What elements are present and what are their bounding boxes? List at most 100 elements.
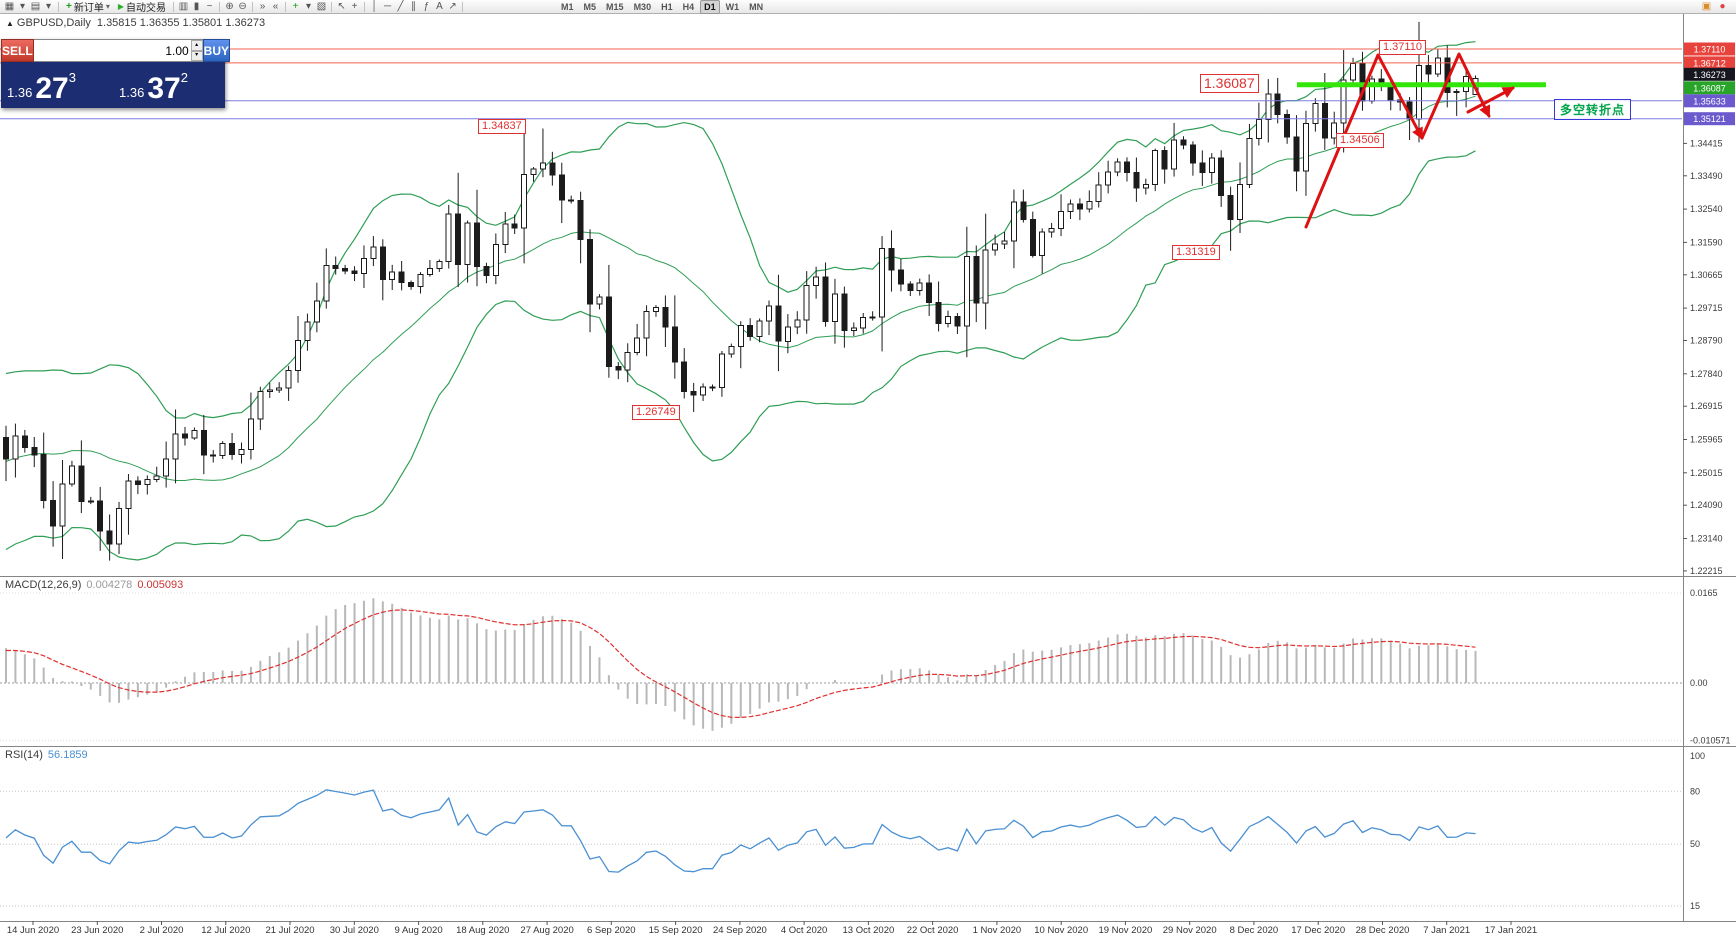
arrows-icon[interactable]: ↗ <box>448 0 457 12</box>
profiles-icon[interactable]: ▤ <box>30 0 41 12</box>
time-axis-label: 17 Dec 2020 <box>1291 925 1345 936</box>
candle <box>850 322 857 336</box>
candle <box>1105 160 1112 194</box>
candle <box>40 432 47 509</box>
timeframe-M1[interactable]: M1 <box>561 1 574 12</box>
candle <box>653 305 659 317</box>
price-annotation[interactable]: 1.31319 <box>1172 245 1220 260</box>
zoom-out-icon[interactable]: ⊖ <box>238 0 247 12</box>
trend-arrow-object[interactable] <box>1420 52 1491 140</box>
text-label-icon[interactable]: A <box>436 0 443 12</box>
horizontal-line-icon[interactable]: ─ <box>383 0 392 12</box>
timeframe-H4[interactable]: H4 <box>682 1 695 12</box>
auto-scroll-icon[interactable]: » <box>259 0 266 12</box>
svg-text:1.36712: 1.36712 <box>1693 58 1726 68</box>
autotrading-label: 自动交易 <box>126 3 167 14</box>
time-axis-label: 7 Jan 2021 <box>1423 925 1470 936</box>
timeframe-W1[interactable]: W1 <box>725 1 740 12</box>
zoom-in-icon[interactable]: ⊕ <box>225 0 234 12</box>
candle <box>615 362 622 380</box>
chart-window-icon[interactable]: ▣ <box>1701 0 1712 12</box>
timeframe-M15[interactable]: M15 <box>606 1 624 12</box>
candle <box>68 460 75 487</box>
volume-down-button[interactable]: ▾ <box>190 50 203 61</box>
fibonacci-icon[interactable]: ƒ <box>423 0 430 12</box>
autotrading-button[interactable]: ▶ 自动交易 <box>114 0 170 14</box>
volume-up-button[interactable]: ▴ <box>190 40 203 51</box>
timeframe-MN[interactable]: MN <box>749 1 764 12</box>
price-annotation[interactable]: 1.36087 <box>1200 74 1259 93</box>
collapse-icon[interactable]: ▲ <box>6 19 14 28</box>
price-axis-tick: 1.24090 <box>1690 500 1723 510</box>
time-axis-label: 2 Jul 2020 <box>140 925 184 936</box>
candle <box>97 486 104 551</box>
buy-price-display[interactable]: 1.36 37 2 <box>119 70 188 105</box>
candle <box>408 280 415 290</box>
bar-chart-icon[interactable]: ▥ <box>178 0 189 12</box>
price-axis-tick: 1.31590 <box>1690 237 1723 247</box>
time-axis-label: 4 Oct 2020 <box>781 925 827 936</box>
rsi-indicator-label: RSI(14) 56.1859 <box>5 749 88 761</box>
quote-display: 1.36 27 3 1.36 37 2 <box>1 62 225 108</box>
timeframe-D1[interactable]: D1 <box>700 0 720 14</box>
time-axis-label: 24 Sep 2020 <box>713 925 767 936</box>
timeframe-H1[interactable]: H1 <box>661 1 673 12</box>
price-annotation[interactable]: 1.37110 <box>1379 40 1426 55</box>
price-annotation[interactable]: 1.34837 <box>478 119 526 134</box>
rsi-axis-label: 50 <box>1690 839 1700 849</box>
candle <box>916 278 923 296</box>
time-axis-label: 18 Aug 2020 <box>456 925 509 936</box>
timeframe-M30[interactable]: M30 <box>633 1 652 12</box>
price-annotation[interactable]: 1.26749 <box>632 405 680 420</box>
candle <box>1161 146 1168 184</box>
cursor-icon[interactable]: ↖ <box>337 0 346 12</box>
equidistant-channel-icon[interactable]: ∥ <box>411 0 417 12</box>
macd-signal-value: 0.005093 <box>137 579 184 591</box>
line-chart-icon[interactable]: ~ <box>206 0 213 12</box>
candle <box>238 442 245 464</box>
vertical-line-icon[interactable]: │ <box>371 0 378 12</box>
price-axis-tag: 1.36273 <box>1684 67 1735 81</box>
candle <box>973 245 980 323</box>
volume-input[interactable] <box>33 40 191 61</box>
indicators-icon[interactable]: + <box>292 0 299 12</box>
alert-icon[interactable]: ● <box>1719 0 1726 12</box>
candle <box>323 248 330 309</box>
trend-arrow-object[interactable] <box>1304 53 1424 229</box>
candle <box>78 440 85 514</box>
buy-button[interactable]: BUY <box>202 39 231 62</box>
new-order-button[interactable]: + 新订单 ▾ <box>62 0 114 14</box>
candle <box>587 229 593 333</box>
ohlc-values: 1.35815 1.36355 1.35801 1.36273 <box>96 17 266 29</box>
new-chart-icon[interactable]: ▦ <box>4 0 15 12</box>
sell-button[interactable]: SELL <box>1 39 34 62</box>
timeframe-M5[interactable]: M5 <box>583 1 597 12</box>
candle <box>304 313 311 351</box>
trend-arrow-object[interactable] <box>1466 86 1515 114</box>
candle <box>907 281 914 296</box>
macd-signal-line <box>6 609 1476 719</box>
profiles-dropdown-icon[interactable]: ▾ <box>45 0 52 12</box>
candlestick-chart-icon[interactable]: ▮ <box>193 0 200 12</box>
toolbar-separator <box>219 1 221 12</box>
note-annotation[interactable]: 多空转折点 <box>1554 99 1632 120</box>
trendline-icon[interactable]: ╱ <box>397 0 404 12</box>
chart-shift-icon[interactable]: « <box>272 0 279 12</box>
templates-icon[interactable]: ▧ <box>316 0 327 12</box>
crosshair-icon[interactable]: + <box>351 0 358 12</box>
new-chart-dropdown-icon[interactable]: ▾ <box>19 0 26 12</box>
indicators-dropdown-icon[interactable]: ▾ <box>306 0 312 12</box>
candle <box>511 214 518 234</box>
candle <box>59 460 66 559</box>
time-axis-label: 19 Nov 2020 <box>1098 925 1152 936</box>
candle <box>822 262 829 327</box>
svg-text:1.37110: 1.37110 <box>1694 45 1726 55</box>
chart-canvas[interactable]: 1.34415 1.33490 1.32540 1.31590 1.30665 1.297… <box>0 14 1736 939</box>
candle <box>266 382 273 398</box>
new-order-label: 新订单 <box>73 3 104 14</box>
time-axis-label: 17 Jan 2021 <box>1485 925 1537 936</box>
price-axis-tick: 1.23140 <box>1690 534 1723 544</box>
sell-price-display[interactable]: 1.36 27 3 <box>7 70 76 105</box>
price-annotation[interactable]: 1.34506 <box>1336 133 1384 148</box>
candle <box>12 423 19 478</box>
